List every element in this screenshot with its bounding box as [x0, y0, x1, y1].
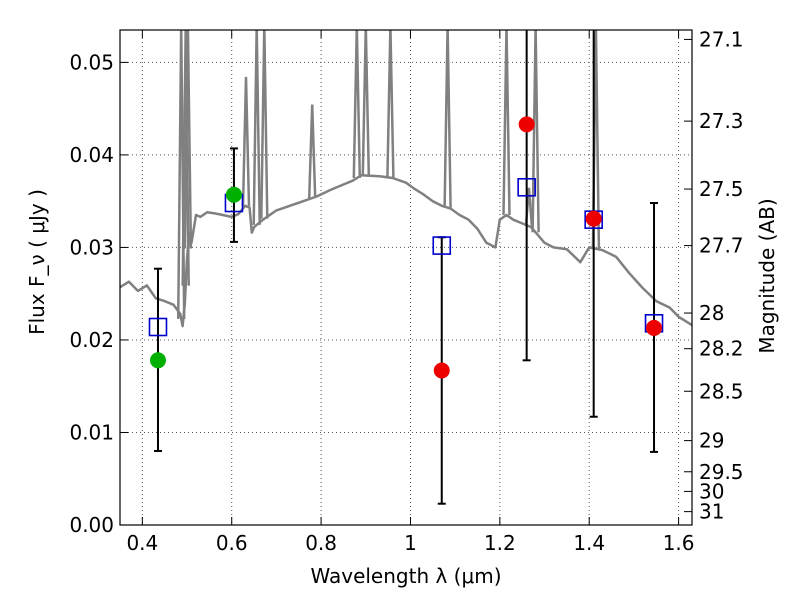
- sed-emission-line: [361, 30, 371, 176]
- mag-tick-label: 27.7: [699, 234, 744, 258]
- axes-layer: 0.4 0.6 0.8 1 1.2 1.4 1.6 0.00 0.01 0.02 0.03 0.04 0…: [69, 27, 743, 555]
- mag-tick-label: 29: [699, 429, 724, 453]
- sed-emission-line: [443, 30, 452, 208]
- sed-emission-line: [352, 30, 362, 179]
- model-flux-box: [148, 317, 168, 337]
- x-tick-label: 1.2: [484, 531, 516, 555]
- mag-tick-label: 28.5: [699, 379, 744, 403]
- detection-point-red: [646, 319, 663, 336]
- y-tick-label: 0.02: [69, 328, 114, 352]
- x-tick-label: 0.8: [305, 531, 337, 555]
- sed-emission-line: [181, 30, 190, 286]
- sed-layer: [120, 30, 692, 328]
- y-tick-label: 0.05: [69, 50, 114, 74]
- x-axis-label: Wavelength λ (μm): [310, 564, 501, 588]
- sed-emission-line: [502, 30, 511, 216]
- sed-emission-line: [307, 104, 317, 199]
- detection-point-red: [518, 116, 535, 133]
- model-flux-box: [517, 177, 536, 197]
- y-tick-label: 0.01: [69, 420, 114, 444]
- detection-point-red: [433, 362, 450, 379]
- detection-point-red: [585, 210, 602, 227]
- mag-tick-label: 29.5: [699, 460, 744, 484]
- mag-tick-label: 31: [699, 500, 724, 524]
- mag-tick-label: 27.3: [699, 109, 744, 133]
- sed-emission-line: [260, 30, 269, 219]
- detection-point-green: [149, 352, 166, 369]
- plot-frame: [119, 29, 693, 526]
- mag-tick-label: 28.2: [699, 337, 744, 361]
- sed-emission-line: [183, 30, 193, 249]
- mag-tick-label: 27.1: [699, 27, 744, 51]
- sed-emission-line: [241, 76, 251, 207]
- x-tick-label: 1.6: [663, 531, 695, 555]
- y-tick-label: 0.00: [69, 513, 114, 537]
- y-tick-label: 0.04: [69, 143, 114, 167]
- marks-layer: [148, 30, 664, 505]
- x-tick-label: 0.4: [126, 531, 158, 555]
- mag-tick-label: 30: [699, 479, 724, 503]
- y2-axis-label: Magnitude (AB): [755, 198, 779, 353]
- grid-layer: [120, 30, 692, 526]
- sed-emission-line: [531, 30, 540, 233]
- y-axis-label: Flux F_ν ( μJy ): [25, 189, 49, 335]
- sed-emission-line: [386, 30, 395, 178]
- mag-tick-label: 28: [699, 301, 724, 325]
- x-tick-label: 1: [404, 531, 417, 555]
- model-flux-box: [432, 236, 452, 255]
- mag-tick-label: 27.5: [699, 177, 744, 201]
- sed-emission-line: [252, 30, 261, 225]
- x-tick-label: 0.6: [216, 531, 248, 555]
- x-tick-label: 1.4: [573, 531, 605, 555]
- y-tick-label: 0.03: [69, 235, 114, 259]
- detection-point-green: [225, 186, 242, 203]
- sed-continuum-line: [120, 174, 692, 328]
